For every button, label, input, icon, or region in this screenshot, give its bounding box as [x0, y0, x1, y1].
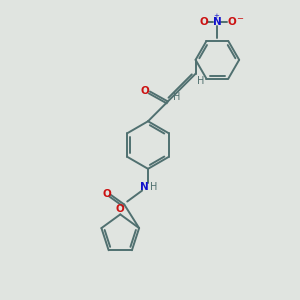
Text: H: H — [197, 76, 204, 85]
Text: −: − — [236, 14, 243, 23]
Text: O: O — [141, 85, 149, 96]
Text: +: + — [213, 13, 219, 19]
Text: N: N — [213, 17, 222, 27]
Text: N: N — [140, 182, 148, 192]
Text: H: H — [173, 92, 180, 101]
Text: O: O — [102, 189, 111, 199]
Text: H: H — [150, 182, 158, 192]
Text: O: O — [199, 17, 208, 27]
Text: O: O — [228, 17, 237, 27]
Text: O: O — [116, 204, 125, 214]
